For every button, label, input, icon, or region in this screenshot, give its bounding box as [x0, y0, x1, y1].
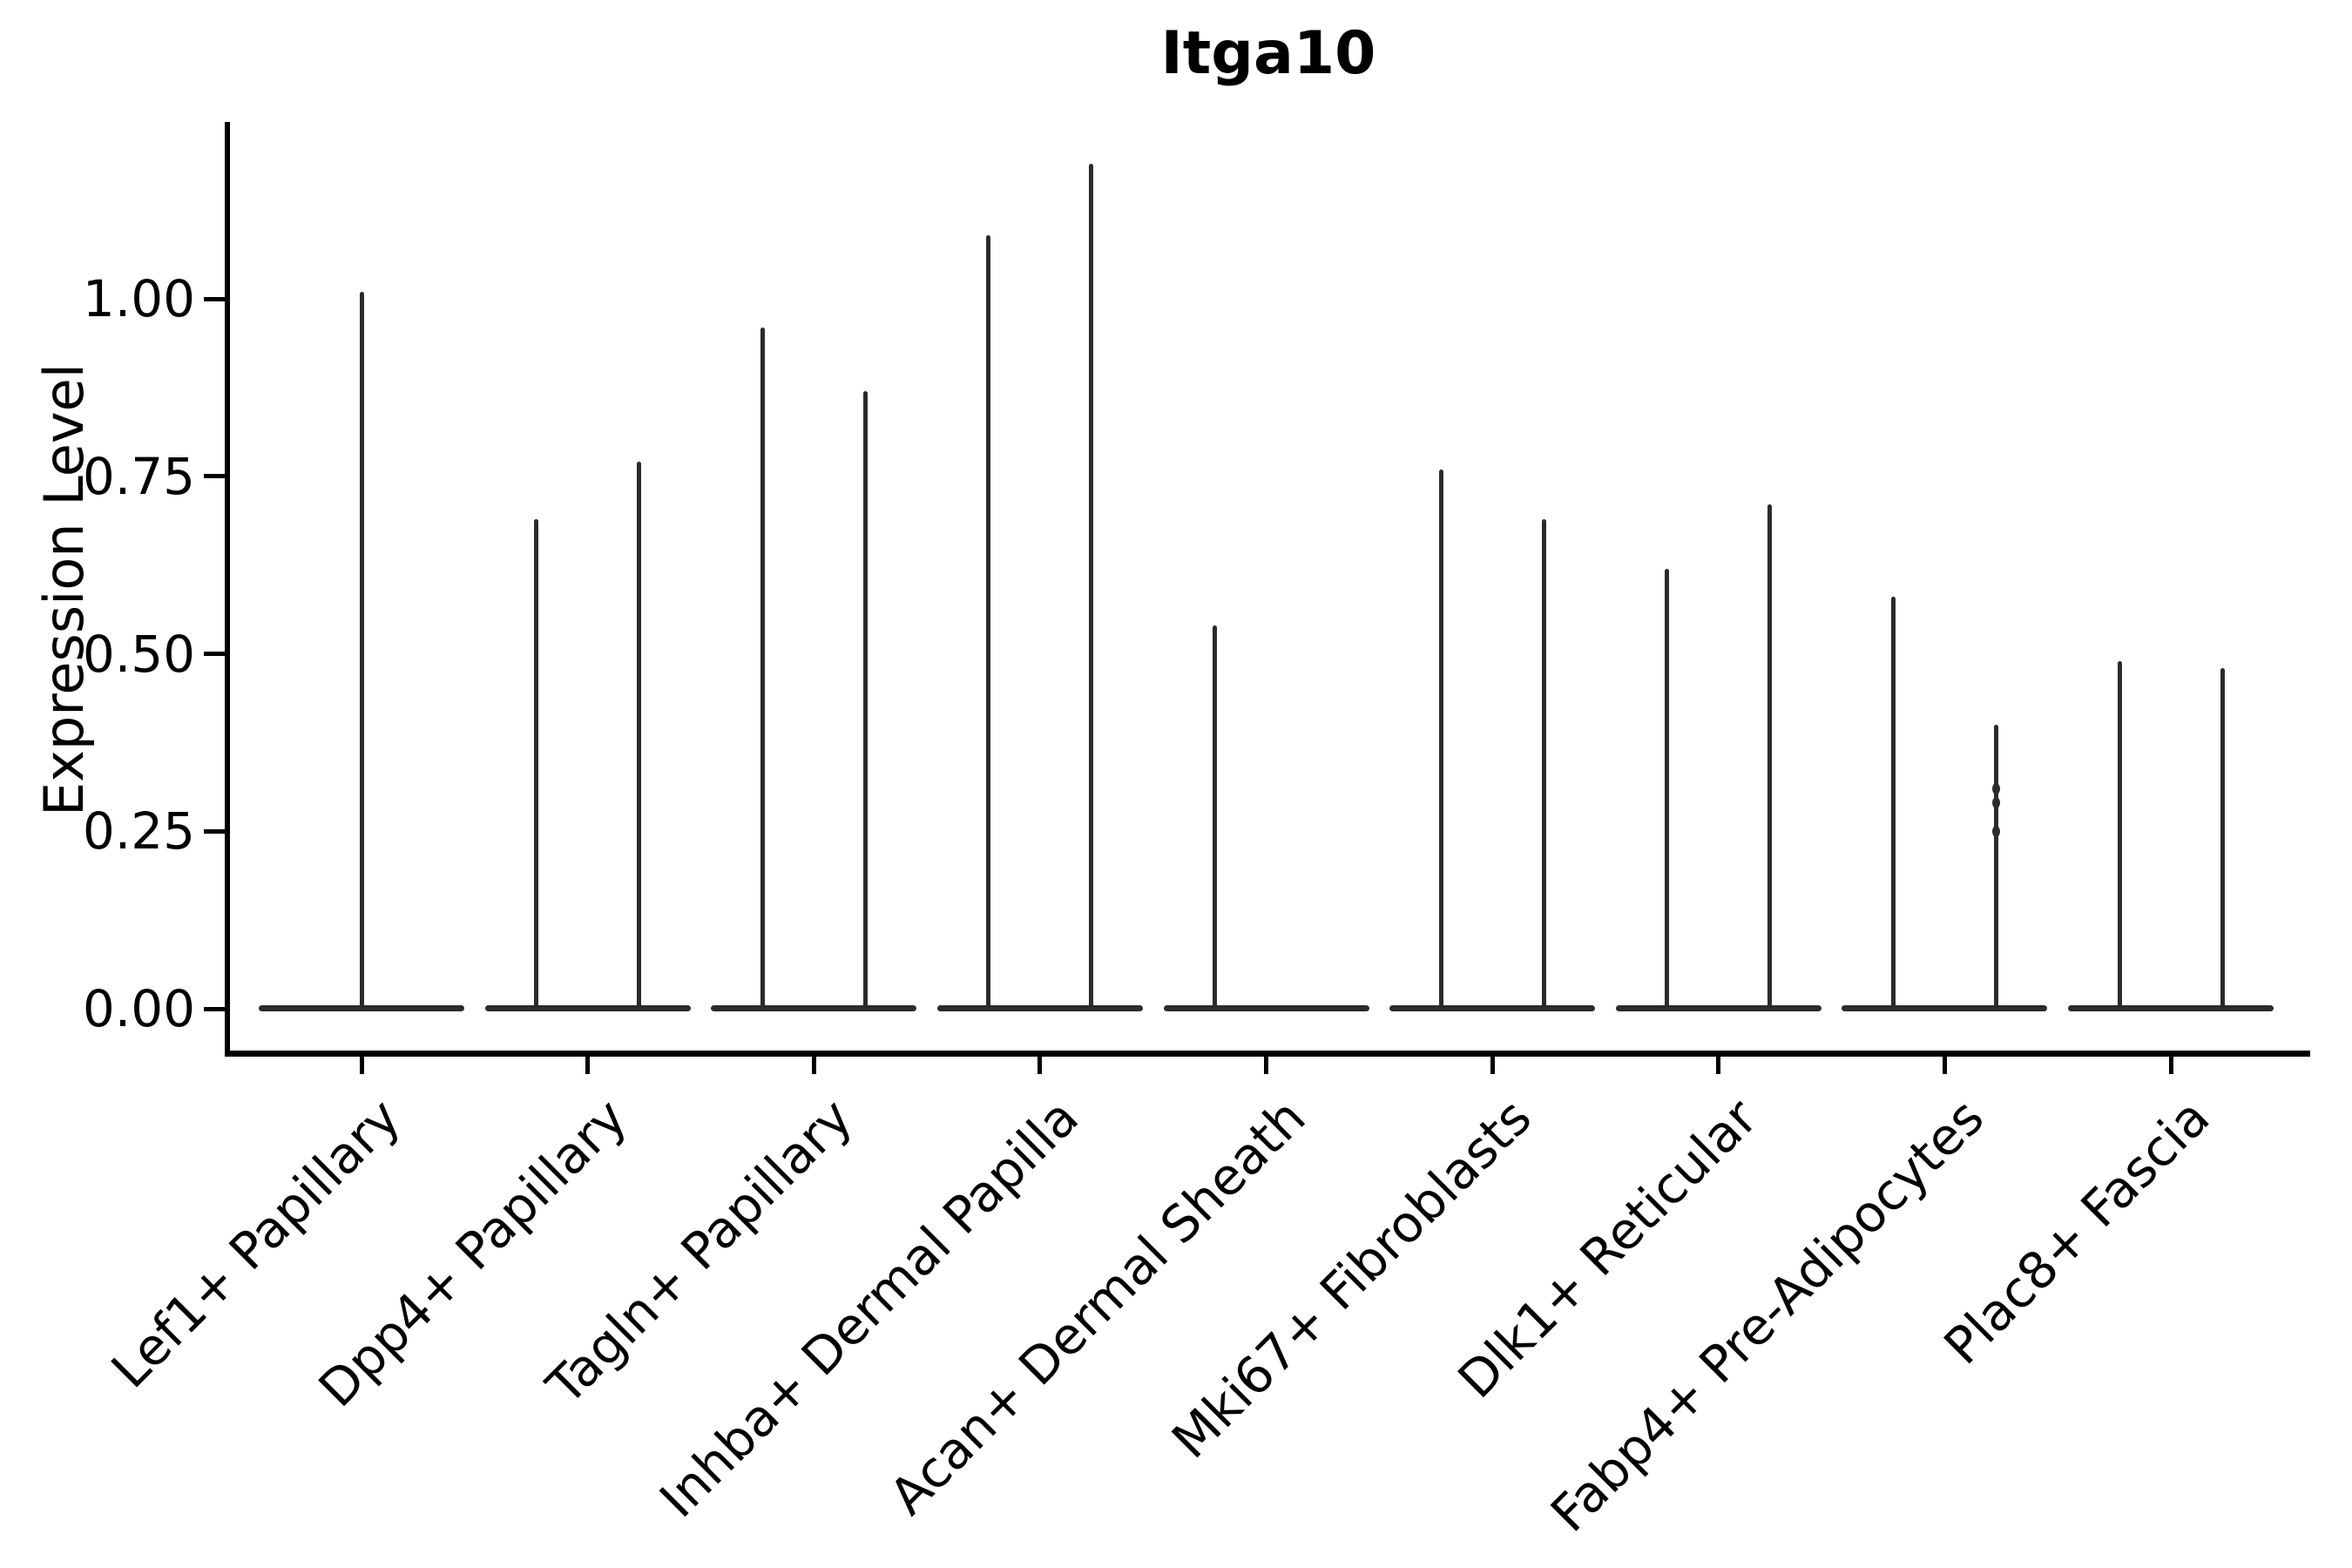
violin-spike — [1541, 518, 1546, 1011]
x-tick-mark — [585, 1057, 591, 1074]
violin-spike — [637, 462, 642, 1011]
violin-spike — [1665, 568, 1670, 1011]
x-tick-mark — [2168, 1057, 2173, 1074]
violin-base — [711, 1005, 917, 1011]
violin-spike — [1767, 504, 1773, 1011]
x-tick-mark — [1490, 1057, 1495, 1074]
y-tick-mark — [204, 828, 225, 834]
violin-base — [2068, 1005, 2274, 1011]
violin-base — [1842, 1005, 2048, 1011]
violin-base — [936, 1005, 1143, 1011]
violin-spike — [760, 327, 765, 1011]
y-axis-spine — [225, 122, 230, 1057]
x-tick-mark — [359, 1057, 364, 1074]
violin-spike — [1890, 597, 1896, 1011]
y-tick-mark — [204, 1006, 225, 1011]
violin-spike — [1438, 469, 1443, 1011]
y-tick-label: 0.00 — [82, 979, 195, 1038]
violin-spike — [359, 291, 364, 1011]
x-tick-mark — [1037, 1057, 1043, 1074]
violin-spike — [1089, 164, 1094, 1011]
y-axis-label: Expression Level — [32, 363, 96, 816]
violin-base — [1615, 1005, 1821, 1011]
y-tick-label: 0.75 — [82, 446, 195, 506]
violin-spike — [986, 234, 991, 1011]
y-tick-mark — [204, 474, 225, 479]
y-tick-mark — [204, 296, 225, 301]
x-tick-mark — [1716, 1057, 1721, 1074]
violin-spike — [1993, 725, 1998, 1011]
violin-spike — [2220, 667, 2225, 1011]
violin-spike — [862, 390, 868, 1011]
x-tick-label: Fabp4+ Pre-Adipocytes — [1538, 1087, 1995, 1544]
violin-base — [1163, 1005, 1369, 1011]
y-tick-label: 0.50 — [82, 624, 195, 684]
y-tick-label: 0.25 — [82, 801, 195, 862]
plot-title: Itga10 — [1160, 19, 1376, 88]
violin-base — [484, 1005, 691, 1011]
violin-spike — [2117, 660, 2122, 1011]
violin-base — [1389, 1005, 1596, 1011]
x-tick-mark — [1942, 1057, 1947, 1074]
x-tick-label: Acan+ Dermal Sheath — [877, 1087, 1317, 1526]
violin-spike — [534, 518, 539, 1011]
x-axis-spine — [225, 1051, 2310, 1057]
violin-spike — [1213, 625, 1217, 1011]
violin-density-bump — [1991, 797, 2000, 809]
x-tick-mark — [1264, 1057, 1268, 1074]
x-tick-mark — [811, 1057, 816, 1074]
x-tick-label: Inhba+ Dermal Papilla — [648, 1087, 1091, 1530]
violin-density-bump — [1991, 825, 2000, 837]
violin-density-bump — [1991, 782, 2000, 794]
y-tick-mark — [204, 652, 225, 656]
y-tick-label: 1.00 — [82, 269, 195, 328]
